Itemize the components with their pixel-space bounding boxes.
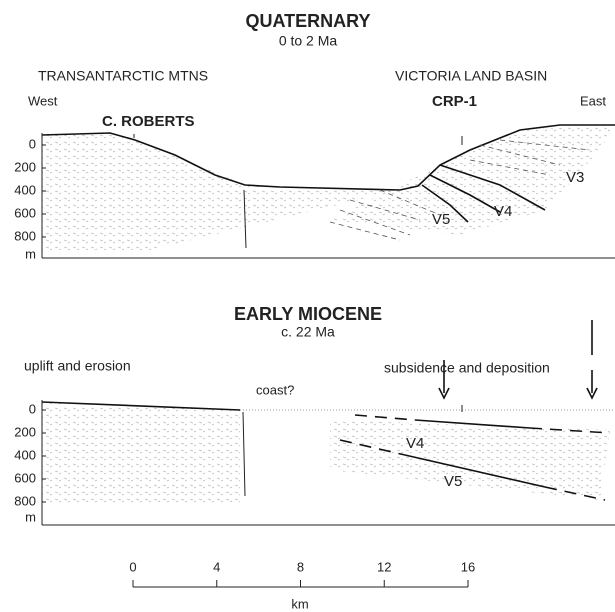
panel-subtitle: 0 to 2 Ma <box>279 33 338 49</box>
depth-label: 800 <box>14 493 36 508</box>
depth-unit: m <box>25 509 36 524</box>
scale-unit: km <box>291 596 308 611</box>
depth-label: 200 <box>14 159 36 174</box>
region-label: VICTORIA LAND BASIN <box>395 68 547 84</box>
unit-label: V4 <box>406 435 424 452</box>
scale-label: 0 <box>129 559 136 574</box>
unit-label: V3 <box>566 169 584 186</box>
depth-label: 800 <box>14 228 36 243</box>
depth-label: 400 <box>14 447 36 462</box>
depth-label: 600 <box>14 205 36 220</box>
depth-label: 0 <box>29 136 36 151</box>
site-label: C. ROBERTS <box>102 113 195 130</box>
depth-label: 200 <box>14 424 36 439</box>
cross-section <box>41 124 615 250</box>
site-label: CRP-1 <box>432 93 477 110</box>
unit-label: V4 <box>494 203 512 220</box>
scale-label: 16 <box>461 559 475 574</box>
panel-title: EARLY MIOCENE <box>234 304 382 324</box>
region-label: TRANSANTARCTIC MTNS <box>38 68 208 84</box>
direction-label: West <box>28 93 58 108</box>
scale-label: 4 <box>213 559 220 574</box>
depth-label: 0 <box>29 401 36 416</box>
direction-label: East <box>580 93 606 108</box>
note: subsidence and deposition <box>384 360 550 376</box>
depth-label: 400 <box>14 182 36 197</box>
depth-label: 600 <box>14 470 36 485</box>
unit-label: V5 <box>444 473 462 490</box>
panel-title: QUATERNARY <box>246 11 371 31</box>
cross-section <box>41 320 615 505</box>
note: coast? <box>256 382 294 397</box>
depth-unit: m <box>25 246 36 261</box>
panel-subtitle: c. 22 Ma <box>281 324 335 340</box>
unit-label: V5 <box>432 211 450 228</box>
scale-label: 12 <box>377 559 391 574</box>
scale-label: 8 <box>297 559 304 574</box>
note: uplift and erosion <box>24 358 131 374</box>
